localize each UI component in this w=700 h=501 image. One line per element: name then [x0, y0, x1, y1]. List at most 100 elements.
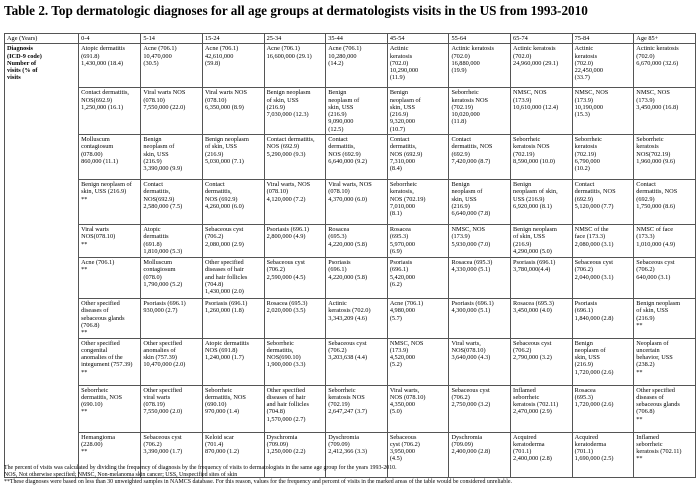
cell-line: dermatitis — [143, 233, 169, 241]
cell-line: (709.09) — [328, 440, 350, 448]
cell-line: (173.9) — [451, 233, 470, 241]
cell-line: keratosis, — [389, 188, 414, 196]
cell-line: Keloid scar — [205, 433, 234, 441]
cell-line: Benign neoplasm of — [81, 181, 132, 189]
table-cell: Sebaceous cyst (706.2) 2,040,000 (3.1) — [571, 257, 635, 300]
cell-line: ** — [81, 368, 88, 376]
cell-line: (706.2) — [574, 266, 594, 274]
cell-line: NMSC, NOS — [574, 89, 609, 97]
table-cell: Acne (706.1) 10,470,000 (30.5) — [140, 43, 203, 89]
table-cell: Contact dermatitis, NOS (692.9) 6,640,000 (… — [325, 134, 388, 181]
cell-line: (690.10) — [81, 401, 103, 409]
cell-line: 4,350,000 — [389, 401, 416, 409]
table-cell: Benign neoplasm of skin, USS (216.9) 4,290,… — [510, 224, 573, 259]
cell-line: keratoderma — [513, 440, 545, 448]
cell-line: 6,640,000 (7.8) — [451, 210, 491, 218]
cell-line: (706.8) — [81, 321, 100, 329]
cell-line: Acquired — [513, 433, 537, 441]
table-cell: Contact dermatitis, NOS (692.9) 4,260,000 (… — [202, 179, 265, 226]
table-cell: Inflamed seborrheic keratosis (702.11) 2,47… — [510, 384, 573, 433]
cell-line: 24,960,000 (29.1) — [513, 59, 559, 67]
cell-line: sebaceous glands — [81, 314, 125, 322]
cell-line: integument (757.39) — [81, 361, 133, 369]
cell-line: Rosacea — [574, 386, 596, 394]
cell-line: 3,343,209 (4.6) — [328, 314, 368, 322]
cell-line: contagiosum — [143, 266, 176, 274]
cell-line: (701.4) — [205, 440, 224, 448]
cell-line: (078.10) — [266, 188, 289, 196]
cell-line: 1,900,000 (3.3) — [266, 361, 306, 369]
cell-line: 1,810,000 (5.3) — [143, 247, 183, 255]
table-cell: Contact dermatitis, NOS (692.9) 7,310,000 (8… — [386, 134, 450, 181]
cell-line: Rosacea (695.3) — [451, 259, 493, 267]
cell-line: 1,250,000 (16.1) — [81, 103, 124, 111]
table-cell: Actinic keratosis (702.0) 16,880,000 (19.9) — [448, 43, 512, 89]
cell-line: 16,880,000 — [451, 59, 480, 67]
cell-line: Benign neoplasm — [266, 89, 311, 97]
cell-line: (692.9) — [451, 150, 470, 158]
cell-line: 9,090,000 — [328, 118, 354, 126]
cell-line: neoplasm of — [389, 96, 421, 104]
table-cell: Actinic keratosis (702.0) 22,450,000 (33.7) — [571, 43, 635, 89]
cell-line: Actinic — [328, 300, 347, 308]
cell-line: Sebaceous cyst — [266, 259, 305, 267]
cell-line: Benign — [513, 181, 532, 189]
cell-line: Rosacea (695.3) — [266, 300, 308, 308]
cell-line: 4,370,000 (6.0) — [328, 195, 368, 203]
cell-line: (173.3) — [636, 233, 655, 241]
cell-line: (702.0) — [513, 52, 532, 60]
table-cell: Psoriasis (696.1) 5,420,000 (6.2) — [386, 257, 450, 300]
table-cell: Acne (706.1) 16,600,000 (29.1) — [263, 43, 327, 89]
column-header-45-54: 45-54 — [386, 32, 450, 45]
cell-line: 7,030,000 (12.3) — [266, 111, 309, 119]
cell-line: sebaceous glands — [636, 401, 680, 409]
table-cell: Contact dermatitis, NOS (692.9) 7,420,000 (… — [448, 134, 512, 181]
cell-line: Contact — [328, 136, 348, 144]
table-cell: Other specified anomalies of skin (757.39)… — [140, 337, 203, 386]
table-cell: Sebaceous cyst (706.2) 3,950,000 (4.5) — [386, 431, 450, 478]
cell-line: 1,430,000 (2.0) — [205, 288, 244, 296]
table-cell: Benign neoplasm of skin, USS (216.9) 9,090,0… — [325, 87, 388, 136]
cell-line: 5,290,000 (9.3) — [266, 150, 306, 158]
cell-line: of skin, USS — [266, 96, 299, 104]
cell-line: of skin, USS — [205, 143, 238, 151]
cell-line: 4,290,000 (5.0) — [513, 247, 552, 255]
table-cell: Molluscum contagiosum (078.00) 860,000 (11.… — [78, 134, 142, 181]
cell-line: 1,840,000 (2.8) — [574, 314, 614, 322]
cell-line: Psoriasis (696.1) — [451, 300, 494, 308]
table-cell: Contact dermatitis, NOS (692.9) 5,290,000 … — [263, 134, 327, 181]
cell-line: 2,470,000 (2.9) — [513, 408, 552, 416]
cell-line: of skin, USS — [636, 307, 669, 315]
table-cell: Actinic keratosis (702.0) 6,670,000 (32.6) — [633, 43, 696, 89]
cell-line: ** — [636, 368, 643, 376]
table-row: Molluscum contagiosum (078.00) 860,000 (11.… — [5, 134, 696, 181]
cell-line: Other specified — [143, 339, 183, 347]
cell-line: Dyschromia — [266, 433, 298, 441]
cell-line: NOS(692.9) — [143, 195, 175, 203]
cell-line: uncertain — [636, 346, 660, 354]
cell-line: dermatitis, NOS — [451, 143, 493, 151]
cell-line: Sebaceous cyst — [451, 386, 490, 394]
table-cell: Acne (706.1) ** — [78, 257, 142, 300]
cell-line: (706.2) — [328, 346, 347, 354]
cell-line: 6,920,000 (8.1) — [513, 202, 552, 210]
cell-line: Seborrheic — [451, 89, 479, 97]
cell-line: 8,590,000 (10.0) — [513, 157, 556, 165]
table-cell: Sebaceous cyst (706.2) 640,000 (3.1) — [633, 257, 696, 300]
table-cell: Other specified viral warts (078.19) 7,550,… — [140, 384, 203, 433]
cell-line: dermatitis, NOS — [205, 393, 246, 401]
cell-line: Dyschromia — [451, 433, 483, 441]
cell-line: NOS (702.19) — [389, 195, 426, 203]
cell-line: Atopic dermatitis — [205, 339, 249, 347]
cell-line: Other specified — [636, 386, 675, 394]
cell-line: 860,000 (11.1) — [81, 157, 119, 165]
table-cell: NMSC, NOS (173.9) 10,190,000 (15.3) — [571, 87, 635, 136]
cell-line: keratosis — [574, 143, 598, 151]
cell-line: 1,260,000 (1.8) — [205, 307, 244, 315]
table-cell: NMSC, NOS (173.9) 10,610,000 (12.4) — [510, 87, 573, 136]
cell-line: keratosis NOS — [328, 393, 365, 401]
cell-line: behavior, USS — [636, 354, 673, 362]
cell-line: Viral warts, NOS — [328, 181, 372, 189]
cell-line: 2,020,000 (3.5) — [266, 307, 306, 315]
cell-line: Other specified — [266, 386, 306, 394]
